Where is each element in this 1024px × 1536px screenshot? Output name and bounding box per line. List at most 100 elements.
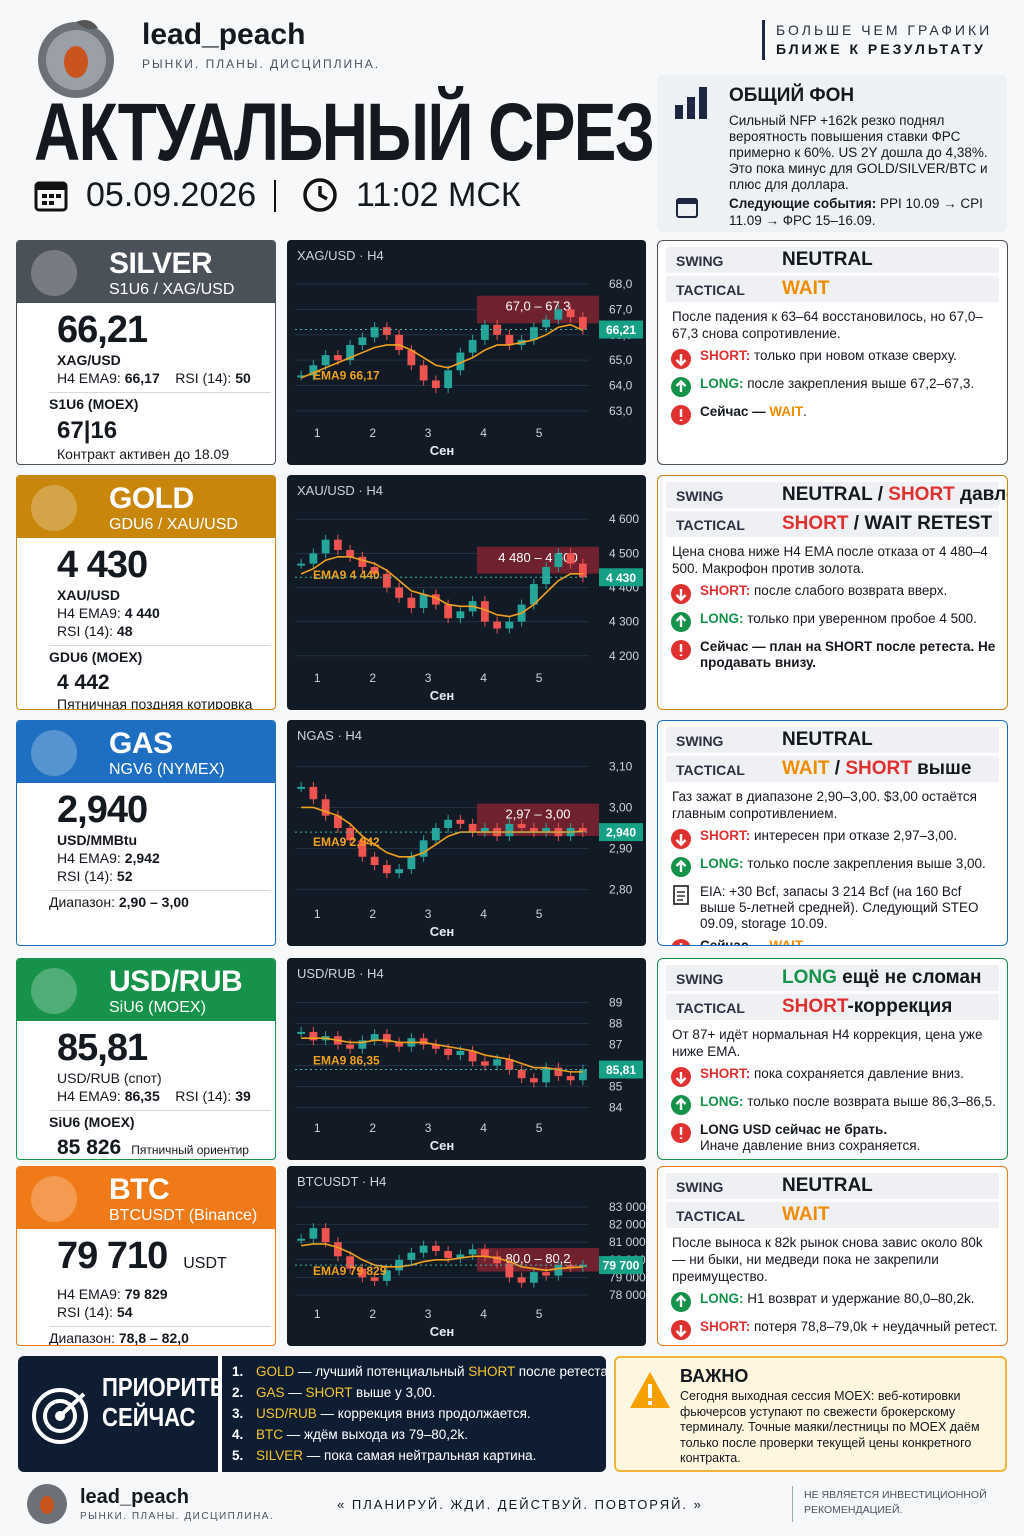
icon-glyph <box>675 1294 687 1307</box>
text-part: GOLD <box>256 1364 295 1379</box>
candle <box>529 1272 538 1283</box>
candle <box>578 828 587 833</box>
description: После падения к 63–64 восстановилось, но… <box>672 309 983 341</box>
text-part: H4 EMA9: <box>57 1286 125 1302</box>
candle <box>309 1228 318 1239</box>
x-tick-label: 5 <box>536 426 543 440</box>
candle <box>297 786 306 789</box>
x-tick-label: 1 <box>314 426 321 440</box>
text-part: 2,942 <box>124 850 160 866</box>
candle <box>395 334 404 351</box>
signal-panel: SWING NEUTRAL TACTICAL WAIT / SHORT выше Газ… <box>657 720 1008 946</box>
tactical-label: TACTICAL <box>676 762 745 778</box>
last-price-label: 79 700 <box>603 1259 640 1273</box>
chart-box: XAG/USD · H468,067,066,065,064,063,01234… <box>287 240 646 465</box>
stat-line: USD/RUB (спот) <box>57 1069 263 1087</box>
important-box: ВАЖНО Сегодня выходная сессия MOEX: веб-… <box>614 1356 1007 1472</box>
important-title: ВАЖНО <box>680 1366 749 1386</box>
stat-line: H4 EMA9: 2,942 <box>57 849 263 867</box>
ema-label: EMA9 2,942 <box>313 835 380 849</box>
x-tick-label: 3 <box>425 1307 432 1321</box>
bullet-text: Сейчас — WAIT. <box>700 404 807 420</box>
signal-panel: SWING NEUTRAL / SHORT давление TACTICAL SHO… <box>657 475 1008 710</box>
resistance-zone <box>477 546 599 574</box>
text-part: WAIT <box>782 758 830 779</box>
icon-glyph <box>675 614 687 627</box>
candle <box>444 819 453 828</box>
icon <box>673 885 689 905</box>
resistance-zone <box>477 295 599 324</box>
text-part: выше у 3,00. <box>352 1385 436 1400</box>
zone-label: 67,0 – 67,3 <box>505 299 570 314</box>
priority-title: ПРИОРИТЕТ СЕЙЧАС <box>102 1372 238 1432</box>
stat-line: 4 442 <box>57 670 263 695</box>
text-part: 79 829 <box>124 1286 168 1302</box>
candle <box>456 1254 465 1259</box>
icon <box>671 405 691 425</box>
icon <box>671 349 691 369</box>
asset-price: 79 710 USDT <box>57 1235 263 1285</box>
text-part: ещё не сломан <box>836 967 982 988</box>
candle <box>358 337 367 345</box>
candle <box>578 317 587 330</box>
candle <box>480 601 489 622</box>
price-value: 4 430 <box>57 544 148 586</box>
ema-line <box>300 555 583 618</box>
y-tick-label: 87 <box>609 1038 623 1052</box>
text-part: RSI (14): <box>159 370 236 386</box>
icon <box>671 1292 691 1312</box>
text-part: после слабого возврата вверх. <box>750 583 948 598</box>
candle <box>529 584 538 605</box>
stat-line: XAG/USD <box>57 351 263 369</box>
text-part: NEUTRAL <box>782 1175 873 1196</box>
price-unit: USDT <box>183 1255 227 1272</box>
y-tick-label: 85 <box>609 1080 623 1094</box>
swing-value: NEUTRAL <box>782 1175 873 1197</box>
candle <box>419 1038 428 1045</box>
text-part: — <box>284 1385 306 1400</box>
icon <box>671 377 691 397</box>
icon <box>671 584 691 604</box>
last-price-tag <box>599 823 643 842</box>
candle <box>505 1263 514 1278</box>
text-part: пока сохраняется давление вниз. <box>750 1066 964 1081</box>
candle <box>321 539 330 554</box>
bullet-text: LONG: H1 возврат и удержание 80,0–80,2k. <box>700 1291 975 1307</box>
x-axis-label: Сен <box>430 924 454 939</box>
y-tick-label: 4 500 <box>609 546 639 560</box>
candle <box>431 828 440 841</box>
last-price-tag <box>599 1060 643 1079</box>
candle <box>358 1040 367 1049</box>
text-part: 86,35 <box>124 1088 160 1104</box>
candle <box>554 1067 563 1077</box>
text-part: RSI (14): <box>57 868 117 884</box>
candle <box>517 823 526 828</box>
x-tick-label: 4 <box>480 1307 487 1321</box>
priority-item: 3. USD/RUB — коррекция вниз продолжается. <box>232 1403 596 1424</box>
swing-row: SWING NEUTRAL / SHORT давление <box>666 482 1007 508</box>
ema-label: EMA9 79 829 <box>313 1264 387 1278</box>
stat-line: Диапазон: 2,90 – 3,00 <box>49 890 271 911</box>
asset-sub: SiU6 (MOEX) <box>109 999 206 1016</box>
x-tick-label: 1 <box>314 907 321 921</box>
text-part: Сейчас — <box>700 404 770 419</box>
bullet: LONG: только после закрепления выше 3,00… <box>670 856 999 878</box>
bullet-text: LONG: только после возврата выше 86,3–86… <box>700 1094 996 1110</box>
price-value: 66,21 <box>57 309 148 351</box>
chart-box: USD/RUB · H489888786858412345СенEMA9 86,… <box>287 958 646 1160</box>
asset-icon <box>31 1176 77 1222</box>
candle <box>456 352 465 371</box>
text-part: EIA: +30 Bcf, запасы 3 214 Bcf (на 160 B… <box>700 884 983 931</box>
text-part: — ждём выхода из 79–80,2k. <box>283 1427 469 1442</box>
price-value: 2,940 <box>57 789 148 831</box>
x-tick-label: 2 <box>369 1121 376 1135</box>
text-part: 66,17 <box>124 370 160 386</box>
priority-number: 2. <box>232 1385 244 1400</box>
text-part: SHORT <box>468 1364 516 1379</box>
asset-card: BTC BTCUSDT (Binance) 79 710 USDT H4 EMA9: 7… <box>16 1166 276 1346</box>
y-tick-label: 78 000 <box>609 1288 646 1302</box>
text-part: . <box>803 404 807 419</box>
text-part: H4 EMA9: <box>57 1088 125 1104</box>
text-part: SHORT: <box>700 1319 751 1334</box>
asset-sub: BTCUSDT (Binance) <box>109 1207 258 1224</box>
